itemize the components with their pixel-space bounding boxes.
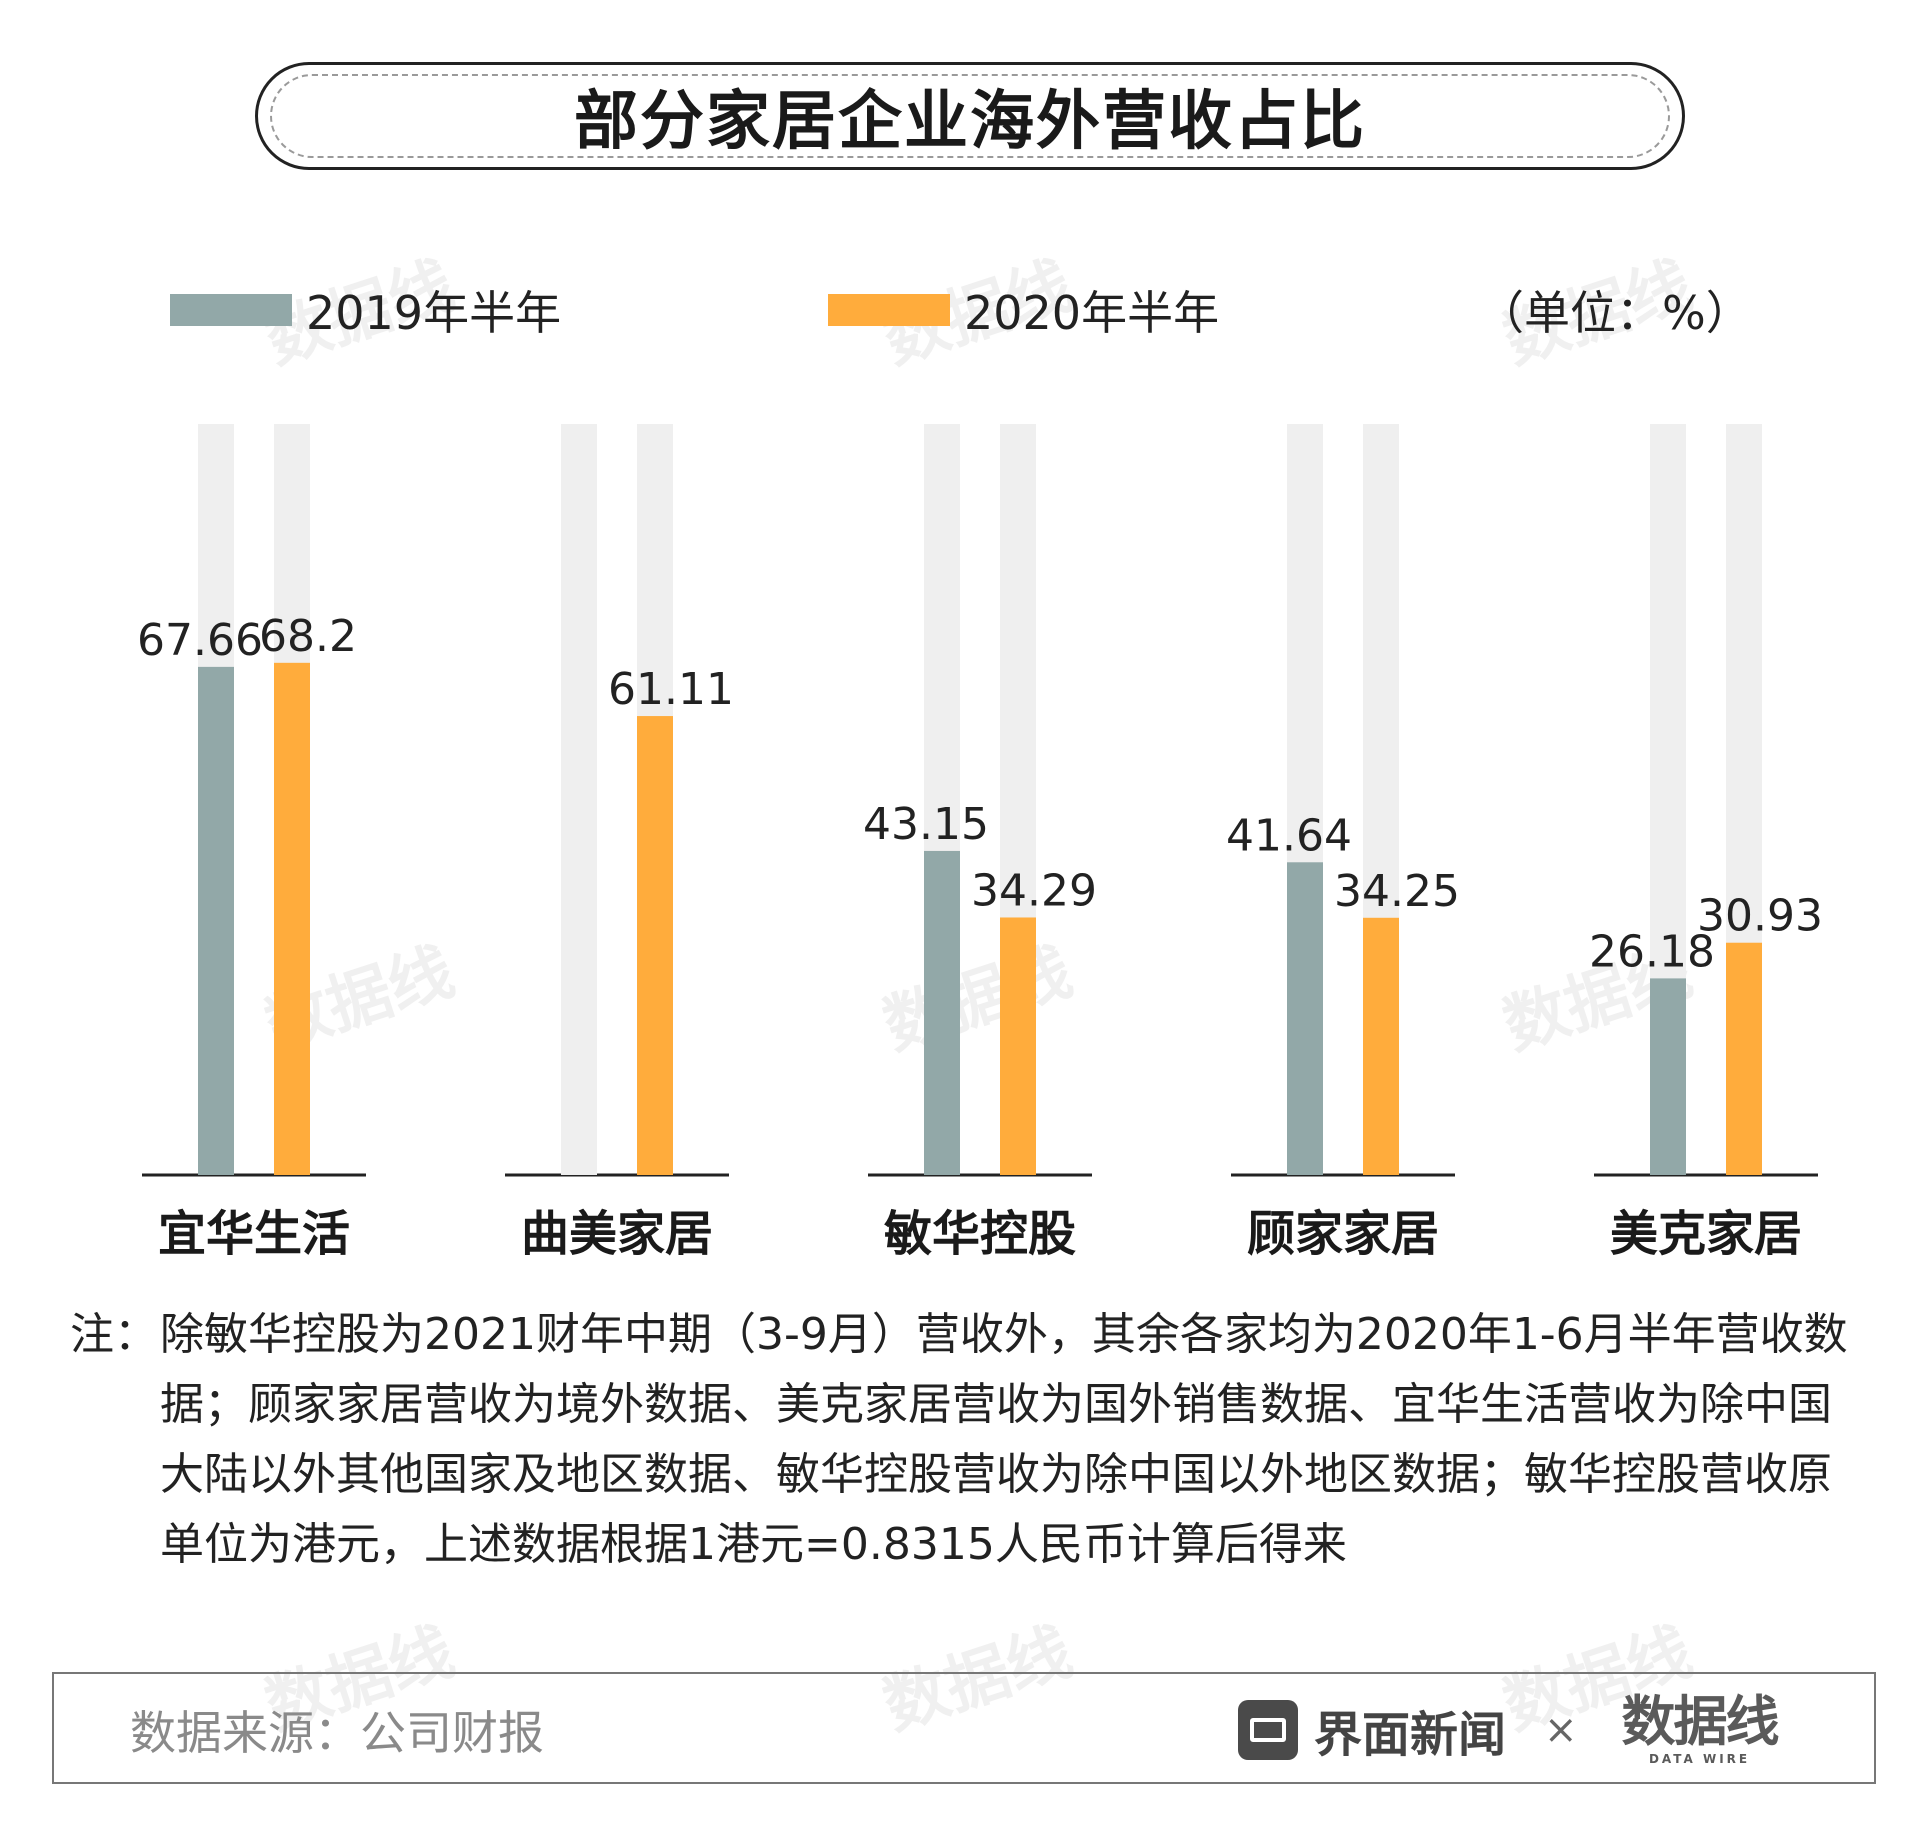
data-label-meike-2020: 30.93 [1697,891,1823,942]
bar-meike-2019 [1650,978,1686,1175]
legend-label-2020: 2020年半年 [964,286,1220,340]
partner-logo: 数据线 DATA WIRE [1621,1690,1780,1766]
bar-gujia-2020 [1363,917,1399,1175]
unit-label: （单位：%） [1478,286,1752,340]
category-label-yihua: 宜华生活 [158,1206,350,1262]
jiemian-logo-icon [1238,1700,1298,1760]
bar-meike-2020 [1726,942,1762,1175]
footnote: 注： 除敏华控股为2021财年中期（3-9月）营收外，其余各家均为2020年1-… [70,1300,1870,1580]
legend-item-2020: 2020年半年 [828,280,1219,340]
category-label-qumei: 曲美家居 [521,1206,713,1262]
title-dashed-border [270,74,1670,158]
legend-swatch-2020 [828,294,950,326]
footnote-label: 注： [70,1309,158,1360]
data-label-gujia-2020: 34.25 [1334,866,1460,917]
bar-minhua-2020 [1000,917,1036,1175]
chart-title: 部分家居企业海外营收占比 [574,85,1366,159]
data-label-meike-2019: 26.18 [1589,926,1715,977]
bar-yihua-2019 [198,666,234,1175]
title-frame: 部分家居企业海外营收占比 [255,62,1685,170]
partner-name: 数据线 [1621,1690,1780,1753]
brand-block: 界面新闻 × 数据线 DATA WIRE [1238,1674,1780,1786]
bar-yihua-2020 [274,662,310,1175]
category-label-gujia: 顾家家居 [1247,1206,1439,1262]
brand-name: 界面新闻 [1314,1707,1507,1763]
data-label-minhua-2019: 43.15 [863,799,989,850]
bar-minhua-2019 [924,850,960,1175]
legend-swatch-2019 [170,294,292,326]
category-label-meike: 美克家居 [1610,1206,1802,1262]
data-source: 数据来源：公司财报 [130,1706,544,1760]
data-label-qumei-2020: 61.11 [608,664,734,715]
data-label-yihua-2020: 68.2 [259,611,357,662]
legend-item-2019: 2019年半年 [170,280,561,340]
legend-label-2019: 2019年半年 [306,286,562,340]
data-label-yihua-2019: 67.66 [137,615,263,666]
bar-gujia-2019 [1287,862,1323,1175]
data-label-gujia-2019: 41.64 [1226,810,1352,861]
brand-separator: × [1544,1707,1578,1753]
bar-track-qumei-2019 [561,424,597,1175]
category-label-minhua: 敏华控股 [884,1206,1076,1262]
data-label-minhua-2020: 34.29 [971,865,1097,916]
bar-qumei-2020 [637,716,673,1175]
footer-bar: 数据来源：公司财报 界面新闻 × 数据线 DATA WIRE [52,1672,1876,1784]
footnote-text: 除敏华控股为2021财年中期（3-9月）营收外，其余各家均为2020年1-6月半… [160,1309,1848,1570]
partner-subtitle: DATA WIRE [1648,1752,1751,1766]
